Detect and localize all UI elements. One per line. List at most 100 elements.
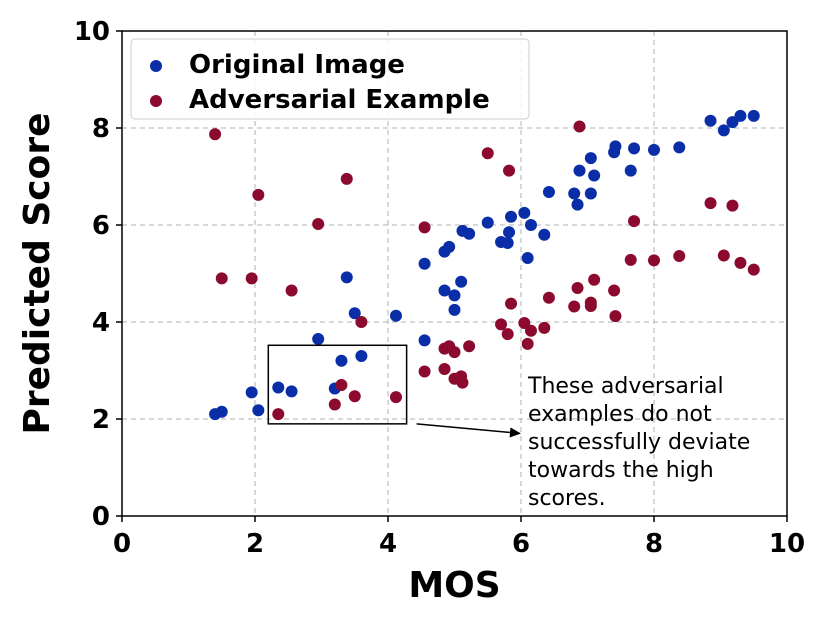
x-tick-label: 8 <box>645 529 663 559</box>
original-image-point <box>609 140 622 153</box>
original-image-point <box>571 198 584 211</box>
original-image-point <box>355 349 368 362</box>
y-tick-label: 4 <box>92 308 110 338</box>
adversarial-example-point <box>521 337 534 350</box>
original-image-point <box>673 141 686 154</box>
original-image-point <box>312 332 325 345</box>
legend-label: Adversarial Example <box>189 85 490 115</box>
original-image-point <box>505 210 518 223</box>
original-image-point <box>389 309 402 322</box>
adversarial-example-point <box>609 310 622 323</box>
adversarial-example-point <box>438 363 451 376</box>
original-image-point <box>418 334 431 347</box>
adversarial-example-point <box>726 199 739 212</box>
original-image-point <box>481 216 494 229</box>
original-image-point <box>448 289 461 302</box>
y-tick-label: 6 <box>92 211 110 241</box>
adversarial-example-point <box>648 254 660 267</box>
original-image-point <box>215 405 228 418</box>
original-image-point <box>463 227 476 240</box>
original-image-point <box>501 236 514 249</box>
original-image-point <box>438 284 451 297</box>
original-image-point <box>348 307 361 320</box>
x-axis-label: MOS <box>408 565 500 606</box>
original-image-point <box>524 219 537 231</box>
adversarial-example-point <box>503 164 516 177</box>
x-tick-label: 10 <box>769 529 805 559</box>
y-tick-label: 10 <box>74 17 110 47</box>
adversarial-example-point <box>448 346 461 359</box>
plot-frame <box>121 30 788 517</box>
highlight-box <box>267 344 408 425</box>
adversarial-example-point <box>245 272 258 285</box>
adversarial-example-point <box>734 256 747 269</box>
original-image-point <box>568 187 581 200</box>
legend: Original Image Adversarial Example <box>130 38 530 120</box>
annotation-text-line: examples do not <box>528 402 712 427</box>
adversarial-example-point <box>272 408 285 421</box>
adversarial-example-point <box>335 379 348 392</box>
adversarial-example-point <box>348 390 361 403</box>
adversarial-example-point <box>628 215 641 228</box>
original-image-point <box>624 164 637 177</box>
adversarial-example-point <box>584 296 597 309</box>
adversarial-example-point <box>542 291 555 304</box>
adversarial-example-point <box>524 324 537 337</box>
annotation: These adversarial examples do not successf… <box>267 344 750 511</box>
adversarial-example-point <box>505 297 518 310</box>
legend-label: Original Image <box>189 50 405 80</box>
adversarial-example-point <box>418 365 431 378</box>
data-points <box>209 109 760 421</box>
adversarial-example-point <box>717 249 730 262</box>
original-image-point <box>628 142 641 155</box>
original-image-point <box>455 275 468 288</box>
annotation-text-line: scores. <box>528 486 606 511</box>
adversarial-example-point <box>418 221 431 234</box>
original-image-point <box>542 186 555 199</box>
original-image-point <box>335 354 348 367</box>
original-image-point <box>252 404 265 417</box>
adversarial-example-point <box>481 147 494 160</box>
legend-marker-adversarial <box>150 95 162 107</box>
adversarial-example-point <box>340 172 353 185</box>
adversarial-example-point <box>285 284 298 297</box>
adversarial-example-point <box>624 253 637 266</box>
adversarial-example-point <box>389 391 402 404</box>
y-axis-ticks: 0 2 4 6 8 10 <box>74 17 122 532</box>
original-image-point <box>418 257 431 270</box>
original-image-point <box>448 303 461 316</box>
original-image-point <box>717 124 730 137</box>
adversarial-example-point <box>538 321 551 334</box>
legend-box <box>130 38 530 120</box>
adversarial-example-point <box>501 328 514 341</box>
original-image-point <box>704 114 717 127</box>
adversarial-example-point <box>673 250 686 263</box>
adversarial-example-point <box>704 197 717 210</box>
adversarial-example-point <box>456 376 469 389</box>
original-image-point <box>584 152 597 165</box>
adversarial-example-point <box>209 128 222 141</box>
x-tick-label: 4 <box>379 529 397 559</box>
y-tick-label: 0 <box>92 502 110 532</box>
original-image-point <box>734 109 747 122</box>
x-tick-label: 2 <box>246 529 264 559</box>
original-image-point <box>245 386 258 399</box>
legend-marker-original <box>150 60 162 72</box>
y-tick-label: 8 <box>92 114 110 144</box>
adversarial-example-point <box>573 120 586 133</box>
original-image-point <box>272 381 285 394</box>
adversarial-example-point <box>568 300 581 313</box>
adversarial-example-point <box>608 284 621 297</box>
adversarial-example-point <box>588 273 601 286</box>
original-image-point <box>588 169 601 182</box>
adversarial-example-point <box>252 188 265 201</box>
adversarial-example-point <box>312 218 325 231</box>
annotation-text-line: These adversarial <box>527 374 724 399</box>
original-image-point <box>584 187 597 200</box>
original-image-point <box>340 271 353 284</box>
x-axis-ticks: 0 2 4 6 8 10 <box>113 516 805 559</box>
y-tick-label: 2 <box>92 405 110 435</box>
original-image-point <box>443 240 456 253</box>
original-image-point <box>521 251 534 264</box>
